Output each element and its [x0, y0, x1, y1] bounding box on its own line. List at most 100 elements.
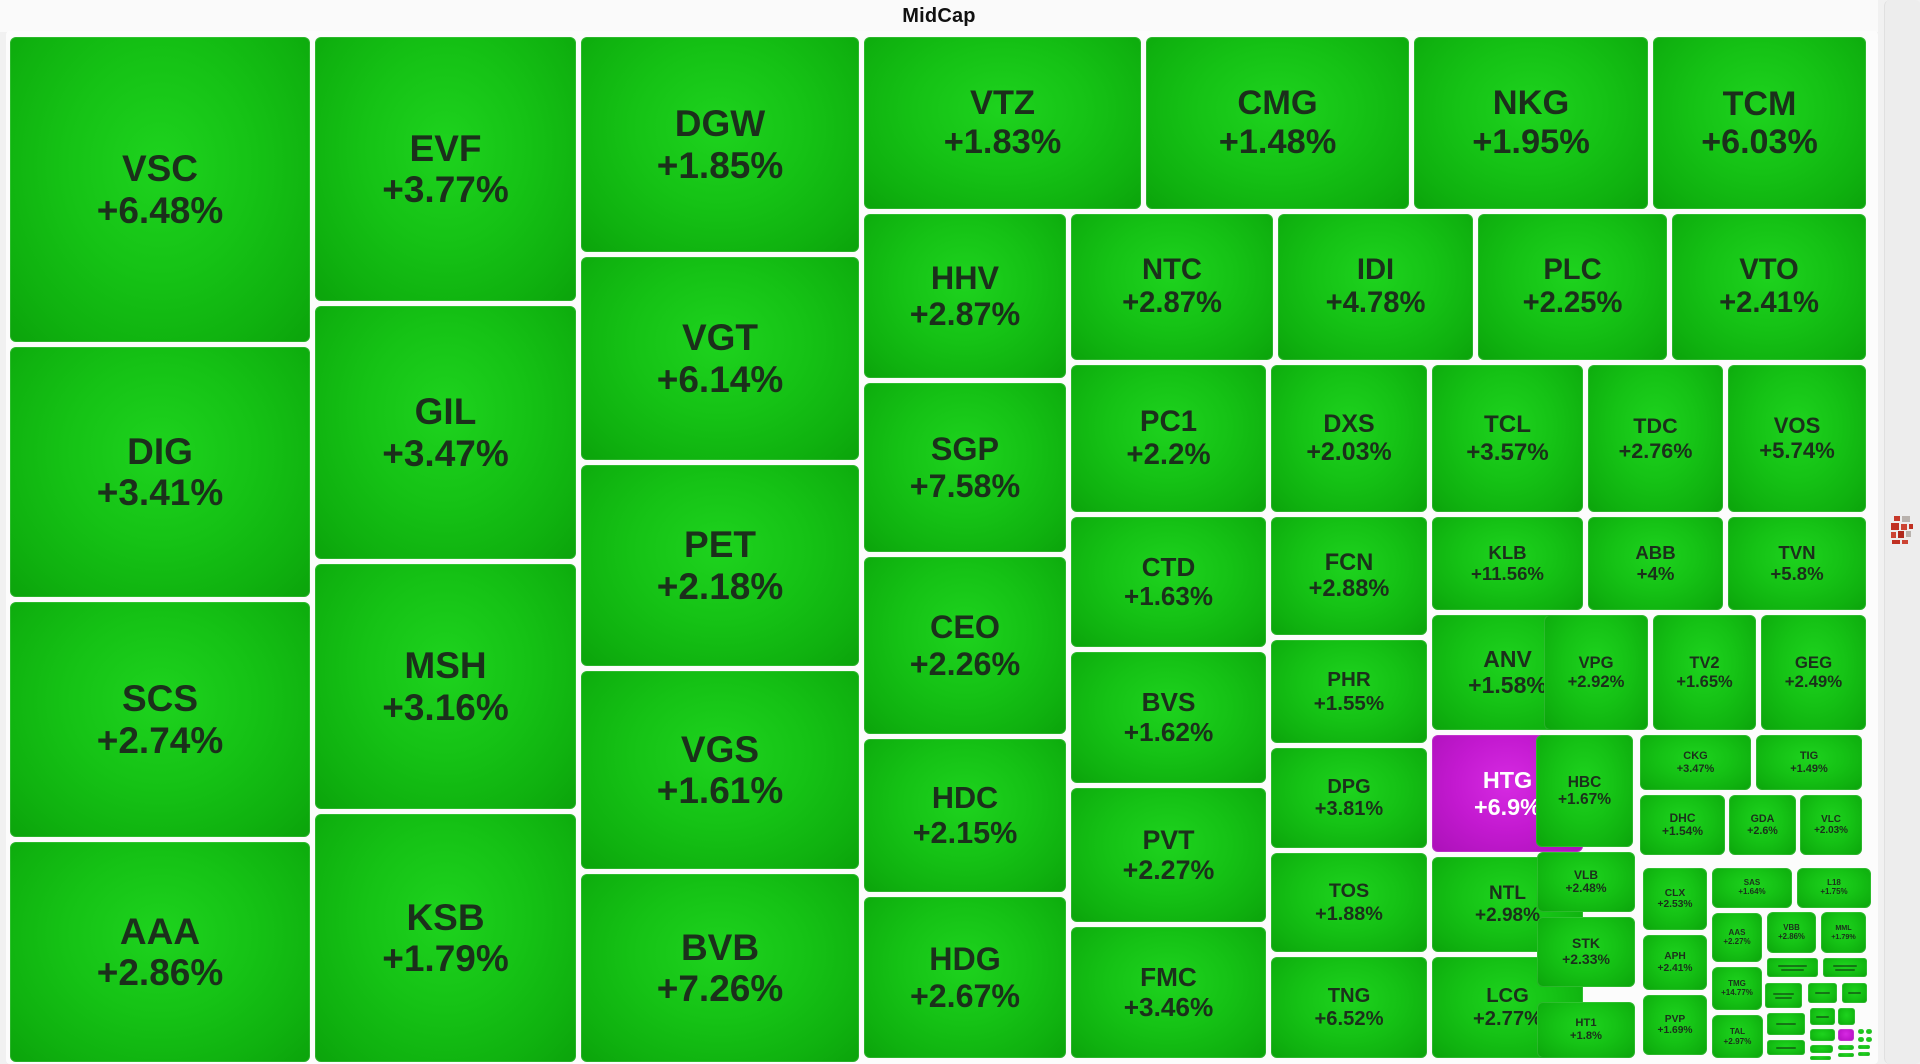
treemap-cell-CLX[interactable]: CLX +2.53% [1643, 868, 1707, 930]
treemap-cell-TV2[interactable]: TV2 +1.65% [1653, 615, 1756, 730]
change-percent-label: +1.67% [1557, 791, 1612, 808]
treemap-cell-PLC[interactable]: PLC +2.25% [1478, 214, 1667, 360]
change-percent-label: +2.27% [1122, 855, 1215, 885]
treemap-cell-SAS[interactable]: SAS +1.64% [1712, 868, 1792, 908]
treemap-cell-VSC[interactable]: VSC +6.48% [10, 37, 310, 342]
change-percent-label: +2.27% [1723, 936, 1751, 946]
treemap-cell-TOS[interactable]: TOS +1.88% [1271, 853, 1427, 952]
change-percent-label: +2.76% [1618, 437, 1693, 463]
treemap-cell-micro-74[interactable] [1767, 1013, 1805, 1035]
treemap-cell-PHR[interactable]: PHR +1.55% [1271, 640, 1427, 743]
treemap-cell-micro-72[interactable] [1808, 983, 1837, 1003]
treemap-cell-VTZ[interactable]: VTZ +1.83% [864, 37, 1141, 209]
treemap-cell-FMC[interactable]: FMC +3.46% [1071, 927, 1266, 1058]
treemap-cell-micro-81[interactable] [1838, 1029, 1854, 1041]
treemap-cell-L18[interactable]: L18 +1.75% [1797, 868, 1871, 908]
treemap-cell-AAA[interactable]: AAA +2.86% [10, 842, 310, 1062]
treemap-cell-VGS[interactable]: VGS +1.61% [581, 671, 859, 869]
treemap-cell-micro-79[interactable] [1810, 1056, 1831, 1060]
treemap-cell-HBC[interactable]: HBC +1.67% [1536, 735, 1633, 847]
treemap-cell-TVN[interactable]: TVN +5.8% [1728, 517, 1866, 610]
treemap-cell-VTO[interactable]: VTO +2.41% [1672, 214, 1866, 360]
right-side-panel[interactable] [1884, 0, 1920, 1064]
treemap-cell-TMG[interactable]: TMG +14.77% [1712, 967, 1762, 1010]
ticker-label: DIG [127, 430, 193, 472]
treemap-cell-CTD[interactable]: CTD +1.63% [1071, 517, 1266, 647]
treemap-cell-micro-85[interactable] [1866, 1029, 1872, 1034]
treemap-cell-TDC[interactable]: TDC +2.76% [1588, 365, 1723, 512]
treemap-cell-micro-84[interactable] [1858, 1029, 1864, 1034]
treemap-cell-CMG[interactable]: CMG +1.48% [1146, 37, 1409, 209]
treemap-cell-SCS[interactable]: SCS +2.74% [10, 602, 310, 837]
treemap-cell-micro-77[interactable] [1810, 1029, 1835, 1041]
treemap-cell-GEG[interactable]: GEG +2.49% [1761, 615, 1866, 730]
treemap-cell-VGT[interactable]: VGT +6.14% [581, 257, 859, 460]
treemap-cell-VPG[interactable]: VPG +2.92% [1544, 615, 1648, 730]
treemap-cell-micro-71[interactable] [1765, 983, 1802, 1008]
treemap-cell-GIL[interactable]: GIL +3.47% [315, 306, 576, 559]
treemap-cell-micro-86[interactable] [1858, 1037, 1864, 1042]
change-percent-label: +3.77% [382, 169, 509, 210]
treemap-cell-TAL[interactable]: TAL +2.97% [1712, 1015, 1763, 1058]
treemap-cell-SGP[interactable]: SGP +7.58% [864, 383, 1066, 552]
treemap-cell-HT1[interactable]: HT1 +1.8% [1537, 1002, 1635, 1058]
treemap-cell-micro-78[interactable] [1810, 1045, 1833, 1053]
treemap-cell-TNG[interactable]: TNG +6.52% [1271, 957, 1427, 1058]
treemap-cell-TIG[interactable]: TIG +1.49% [1756, 735, 1862, 790]
treemap-cell-IDI[interactable]: IDI +4.78% [1278, 214, 1473, 360]
treemap-cell-ABB[interactable]: ABB +4% [1588, 517, 1723, 610]
change-percent-label: +1.61% [656, 770, 784, 811]
treemap-cell-EVF[interactable]: EVF +3.77% [315, 37, 576, 301]
treemap-cell-TCL[interactable]: TCL +3.57% [1432, 365, 1583, 512]
treemap-cell-KSB[interactable]: KSB +1.79% [315, 814, 576, 1062]
treemap-cell-KLB[interactable]: KLB +11.56% [1432, 517, 1583, 610]
change-percent-label: +11.56% [1471, 562, 1544, 584]
treemap-cell-PVP[interactable]: PVP +1.69% [1643, 995, 1707, 1055]
treemap-cell-DGW[interactable]: DGW +1.85% [581, 37, 859, 252]
treemap-cell-micro-82[interactable] [1838, 1045, 1854, 1050]
treemap-cell-VOS[interactable]: VOS +5.74% [1728, 365, 1866, 512]
treemap-cell-PC1[interactable]: PC1 +2.2% [1071, 365, 1266, 512]
treemap-cell-BVS[interactable]: BVS +1.62% [1071, 652, 1266, 783]
treemap-cell-TCM[interactable]: TCM +6.03% [1653, 37, 1866, 209]
treemap-cell-micro-69[interactable] [1767, 958, 1818, 977]
treemap-cell-CKG[interactable]: CKG +3.47% [1640, 735, 1751, 790]
change-percent-label: +2.86% [1778, 931, 1805, 941]
treemap-cell-GDA[interactable]: GDA +2.6% [1729, 795, 1796, 855]
treemap-cell-VLB[interactable]: VLB +2.48% [1537, 852, 1635, 912]
treemap-cell-FCN[interactable]: FCN +2.88% [1271, 517, 1427, 635]
treemap-cell-NKG[interactable]: NKG +1.95% [1414, 37, 1648, 209]
treemap-cell-APH[interactable]: APH +2.41% [1643, 935, 1707, 990]
ticker-label: DHC [1669, 810, 1696, 825]
treemap-cell-PET[interactable]: PET +2.18% [581, 465, 859, 666]
change-percent-label: +1.88% [1315, 902, 1383, 925]
change-percent-label: +1.65% [1676, 672, 1733, 691]
treemap-cell-micro-83[interactable] [1838, 1053, 1854, 1057]
treemap-cell-micro-88[interactable] [1858, 1045, 1870, 1049]
treemap-cell-MML[interactable]: MML +1.79% [1821, 912, 1866, 953]
treemap-cell-micro-76[interactable] [1810, 1008, 1835, 1025]
treemap-cell-DHC[interactable]: DHC +1.54% [1640, 795, 1725, 855]
treemap-cell-NTC[interactable]: NTC +2.87% [1071, 214, 1273, 360]
treemap-cell-AAS[interactable]: AAS +2.27% [1712, 913, 1762, 962]
treemap-cell-VBB[interactable]: VBB +2.86% [1767, 912, 1816, 953]
treemap-cell-HHV[interactable]: HHV +2.87% [864, 214, 1066, 378]
treemap-cell-micro-75[interactable] [1767, 1040, 1805, 1055]
treemap-cell-MSH[interactable]: MSH +3.16% [315, 564, 576, 809]
treemap-cell-VLC[interactable]: VLC +2.03% [1800, 795, 1862, 855]
treemap-cell-micro-89[interactable] [1858, 1052, 1870, 1056]
treemap-cell-micro-73[interactable] [1842, 983, 1867, 1003]
treemap-cell-DIG[interactable]: DIG +3.41% [10, 347, 310, 597]
treemap-cell-DPG[interactable]: DPG +3.81% [1271, 748, 1427, 848]
treemap-cell-BVB[interactable]: BVB +7.26% [581, 874, 859, 1062]
treemap-cell-micro-80[interactable] [1838, 1008, 1855, 1025]
treemap-cell-PVT[interactable]: PVT +2.27% [1071, 788, 1266, 922]
treemap-cell-CEO[interactable]: CEO +2.26% [864, 557, 1066, 734]
treemap-cell-HDC[interactable]: HDC +2.15% [864, 739, 1066, 892]
change-percent-label: +1.79% [382, 938, 509, 979]
treemap-cell-DXS[interactable]: DXS +2.03% [1271, 365, 1427, 512]
treemap-cell-micro-87[interactable] [1866, 1037, 1872, 1042]
treemap-cell-micro-70[interactable] [1823, 958, 1867, 977]
treemap-cell-STK[interactable]: STK +2.33% [1537, 917, 1635, 987]
treemap-cell-HDG[interactable]: HDG +2.67% [864, 897, 1066, 1058]
